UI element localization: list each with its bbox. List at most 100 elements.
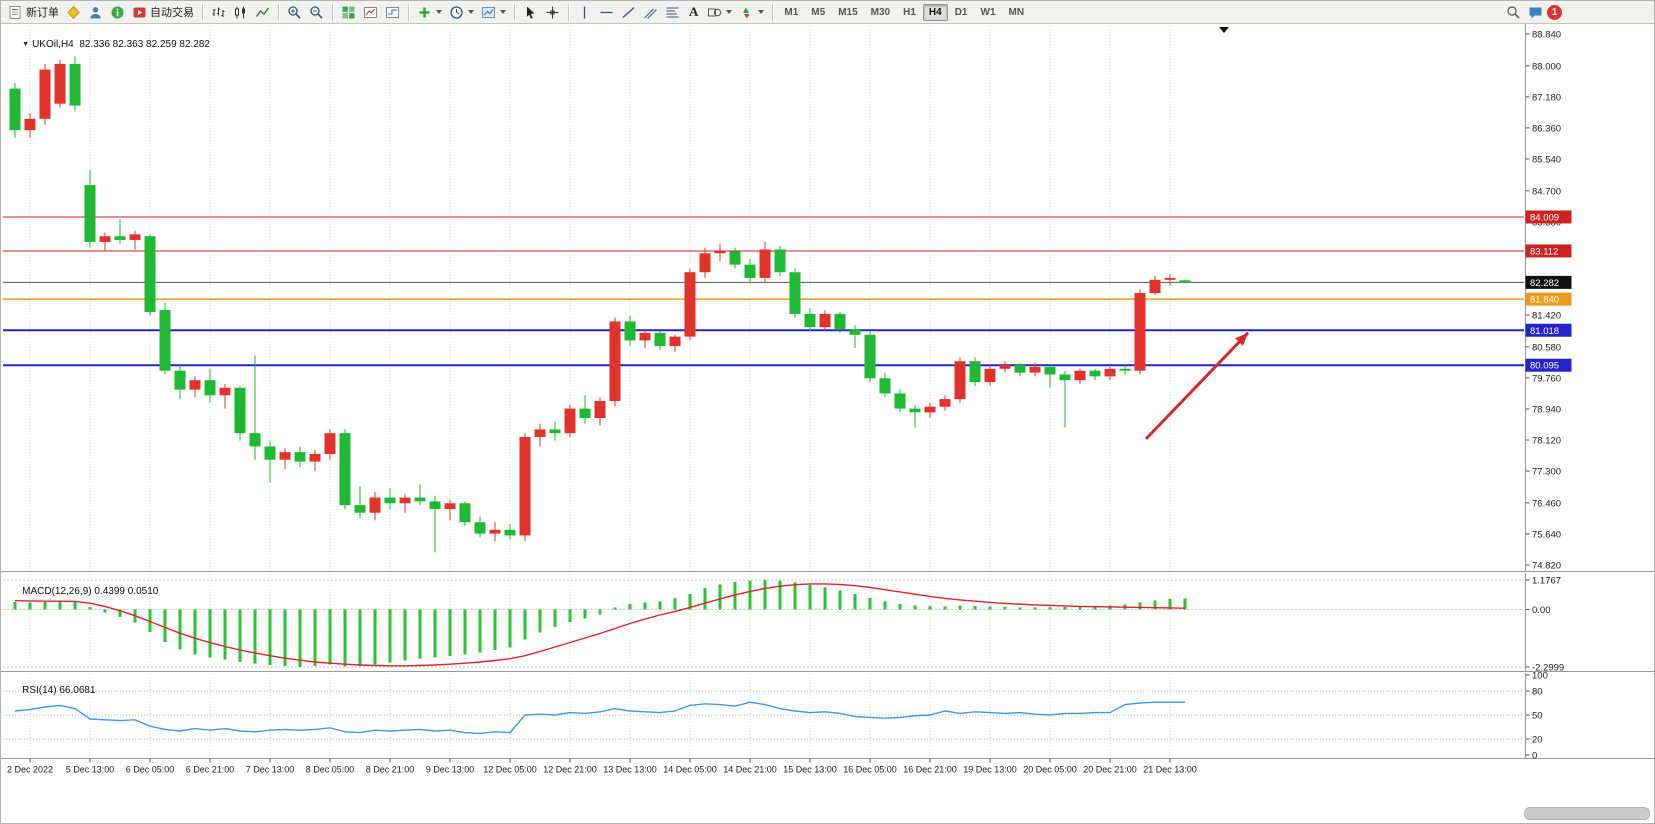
toolbar-separator bbox=[408, 3, 409, 21]
macd-signal-line bbox=[14, 583, 1186, 667]
timeframe-m1[interactable]: M1 bbox=[784, 6, 799, 18]
trend-arrow[interactable] bbox=[1144, 331, 1250, 440]
svg-text:8 Dec 05:00: 8 Dec 05:00 bbox=[306, 765, 355, 775]
info-icon bbox=[111, 6, 124, 18]
svg-text:20 Dec 21:00: 20 Dec 21:00 bbox=[1083, 765, 1137, 775]
chart-area[interactable]: 88.84088.00087.18086.36085.54084.70083.8… bbox=[1, 24, 1655, 824]
zoom-in-icon bbox=[288, 5, 301, 19]
timeframe-m30[interactable]: M30 bbox=[870, 6, 891, 18]
svg-text:16 Dec 21:00: 16 Dec 21:00 bbox=[903, 765, 957, 775]
profile-button[interactable] bbox=[85, 2, 106, 22]
svg-text:87.180: 87.180 bbox=[1532, 92, 1561, 103]
svg-text:9 Dec 13:00: 9 Dec 13:00 bbox=[426, 765, 475, 775]
svg-text:79.760: 79.760 bbox=[1532, 373, 1561, 384]
templates-button[interactable] bbox=[478, 2, 509, 22]
chart-collapse-icon[interactable]: ▼ bbox=[22, 40, 30, 48]
svg-text:0: 0 bbox=[1532, 751, 1537, 762]
new-order-icon bbox=[9, 5, 21, 19]
text-tool-button[interactable]: A bbox=[684, 2, 703, 22]
horizontal-scrollbar-thumb[interactable] bbox=[1524, 807, 1650, 820]
shapes-button[interactable] bbox=[704, 2, 735, 22]
fibonacci-button[interactable] bbox=[662, 2, 683, 22]
timeframe-m5[interactable]: M5 bbox=[811, 6, 826, 18]
rsi-axis: 100 80 50 20 0 bbox=[1525, 671, 1548, 762]
zoom-out-button[interactable] bbox=[306, 2, 327, 22]
timeframe-w1[interactable]: W1 bbox=[980, 6, 996, 18]
time-axis: 2 Dec 2022 5 Dec 13:00 6 Dec 05:00 6 Dec 21… bbox=[7, 758, 1197, 775]
svg-text:80.095: 80.095 bbox=[1530, 361, 1559, 372]
search-button[interactable] bbox=[1503, 2, 1524, 22]
svg-text:21 Dec 13:00: 21 Dec 13:00 bbox=[1143, 765, 1197, 775]
community-button[interactable] bbox=[1525, 2, 1546, 22]
notification-badge[interactable]: 1 bbox=[1547, 4, 1562, 20]
horizontal-line-button[interactable] bbox=[596, 2, 617, 22]
svg-text:0.00: 0.00 bbox=[1532, 605, 1551, 616]
channel-button[interactable] bbox=[640, 2, 661, 22]
trendline-icon bbox=[622, 6, 635, 18]
svg-text:77.300: 77.300 bbox=[1532, 467, 1561, 478]
autotrade-label: 自动交易 bbox=[150, 7, 194, 19]
zoom-in-button[interactable] bbox=[284, 2, 305, 22]
svg-text:83.112: 83.112 bbox=[1530, 246, 1558, 257]
line-chart-button[interactable] bbox=[252, 2, 273, 22]
svg-text:12 Dec 05:00: 12 Dec 05:00 bbox=[483, 765, 537, 775]
channel-icon bbox=[644, 8, 657, 19]
chat-icon bbox=[1529, 7, 1542, 18]
new-order-button[interactable]: 新订单 bbox=[5, 2, 62, 22]
person-icon bbox=[90, 6, 101, 18]
candlesticks[interactable] bbox=[9, 56, 1191, 553]
bar-chart-button[interactable] bbox=[208, 2, 229, 22]
svg-text:19 Dec 13:00: 19 Dec 13:00 bbox=[963, 765, 1017, 775]
trendline-button[interactable] bbox=[618, 2, 639, 22]
crosshair-button[interactable] bbox=[542, 2, 563, 22]
timeframe-h4[interactable]: H4 bbox=[922, 3, 948, 21]
svg-text:2 Dec 2022: 2 Dec 2022 bbox=[7, 765, 53, 775]
toolbar-separator bbox=[514, 3, 515, 21]
vertical-gridlines bbox=[29, 26, 1171, 758]
periods-button[interactable] bbox=[446, 2, 477, 22]
metaeditor-button[interactable] bbox=[63, 2, 84, 22]
diamond-icon bbox=[67, 5, 80, 19]
indicator-chart-icon bbox=[364, 6, 377, 18]
svg-text:88.000: 88.000 bbox=[1532, 61, 1561, 72]
symbol-period-label: UKOil,H4 bbox=[32, 39, 74, 50]
timeframe-d1[interactable]: D1 bbox=[954, 6, 968, 18]
timeframe-m15[interactable]: M15 bbox=[838, 6, 858, 18]
svg-text:84.009: 84.009 bbox=[1530, 212, 1559, 223]
chart-shift-marker-icon[interactable] bbox=[1219, 27, 1229, 33]
objects-list-button[interactable] bbox=[382, 2, 403, 22]
add-indicator-button[interactable] bbox=[414, 2, 445, 22]
svg-text:86.360: 86.360 bbox=[1532, 123, 1561, 134]
timeframe-mn[interactable]: MN bbox=[1008, 6, 1025, 18]
svg-text:16 Dec 05:00: 16 Dec 05:00 bbox=[843, 765, 897, 775]
svg-text:8 Dec 21:00: 8 Dec 21:00 bbox=[366, 765, 415, 775]
crosshair-icon bbox=[546, 6, 559, 18]
cursor-button[interactable] bbox=[520, 2, 541, 22]
svg-text:100: 100 bbox=[1532, 671, 1548, 682]
vertical-line-button[interactable] bbox=[574, 2, 595, 22]
svg-text:81.840: 81.840 bbox=[1530, 295, 1559, 306]
svg-text:7 Dec 13:00: 7 Dec 13:00 bbox=[246, 765, 295, 775]
timeframe-h1[interactable]: H1 bbox=[903, 6, 916, 18]
price-badges: 84.009 83.112 82.282 81.840 81.018 80.095 bbox=[1525, 210, 1572, 372]
indicators-button[interactable] bbox=[360, 2, 381, 22]
autotrade-icon bbox=[133, 7, 146, 17]
svg-text:78.120: 78.120 bbox=[1532, 436, 1561, 447]
autotrade-button[interactable]: 自动交易 bbox=[129, 2, 197, 22]
info-button[interactable] bbox=[107, 2, 128, 22]
toolbar-separator bbox=[332, 3, 333, 21]
fibonacci-icon bbox=[666, 7, 679, 17]
dropdown-caret-icon bbox=[726, 10, 733, 14]
arrows-tool-button[interactable] bbox=[736, 2, 767, 22]
svg-text:80.580: 80.580 bbox=[1532, 342, 1561, 353]
svg-text:88.840: 88.840 bbox=[1532, 30, 1561, 41]
symbol-header: ▼ UKOil,H4 82.336 82.363 82.259 82.282 bbox=[11, 28, 210, 61]
svg-text:5 Dec 13:00: 5 Dec 13:00 bbox=[66, 765, 115, 775]
shapes-icon bbox=[708, 8, 722, 16]
dropdown-caret-icon bbox=[758, 10, 765, 14]
svg-text:82.282: 82.282 bbox=[1530, 278, 1559, 289]
svg-text:14 Dec 21:00: 14 Dec 21:00 bbox=[723, 765, 777, 775]
tile-windows-button[interactable] bbox=[338, 2, 359, 22]
candlestick-chart-button[interactable] bbox=[230, 2, 251, 22]
